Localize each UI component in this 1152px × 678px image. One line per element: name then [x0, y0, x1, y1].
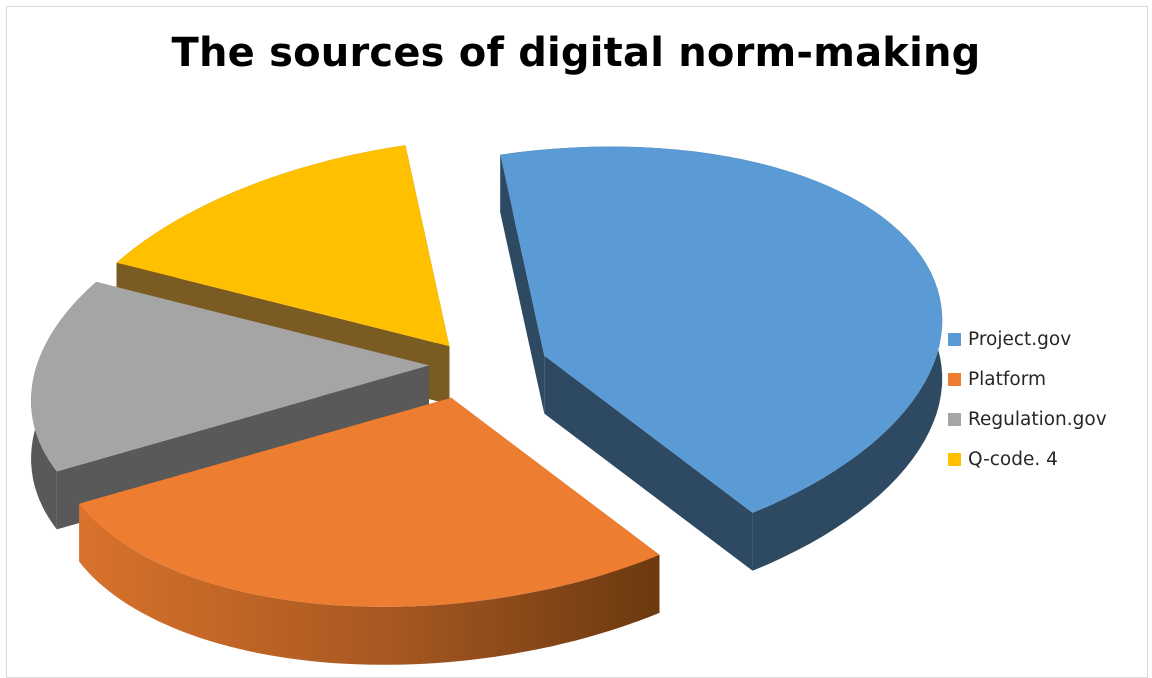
legend-label: Regulation.gov [968, 408, 1107, 430]
legend-label: Project.gov [968, 328, 1072, 350]
pie-slice-q-code-4 [116, 145, 450, 347]
pie-slice-platform [79, 397, 660, 607]
pie-slice-side-project-gov [544, 355, 753, 571]
chart-title: The sources of digital norm-making [171, 30, 981, 76]
pie-slice-regulation-gov [31, 281, 429, 472]
legend-label: Platform [968, 368, 1047, 390]
legend-swatch [948, 452, 961, 466]
chart-legend: Project.gov Platform Regulation.gov Q-co… [948, 326, 1107, 486]
legend-item-project-gov: Project.gov [948, 326, 1107, 352]
legend-swatch [948, 412, 961, 426]
legend-item-q-code: Q-code. 4 [948, 446, 1107, 472]
pie-slice-project-gov [500, 146, 943, 513]
legend-item-platform: Platform [948, 366, 1107, 392]
legend-item-regulation-gov: Regulation.gov [948, 406, 1107, 432]
pie-slice-wall-platform [79, 503, 660, 665]
legend-swatch [948, 332, 961, 346]
pie-slice-side-project-gov [500, 154, 545, 414]
legend-label: Q-code. 4 [968, 448, 1058, 470]
legend-swatch [948, 372, 961, 386]
